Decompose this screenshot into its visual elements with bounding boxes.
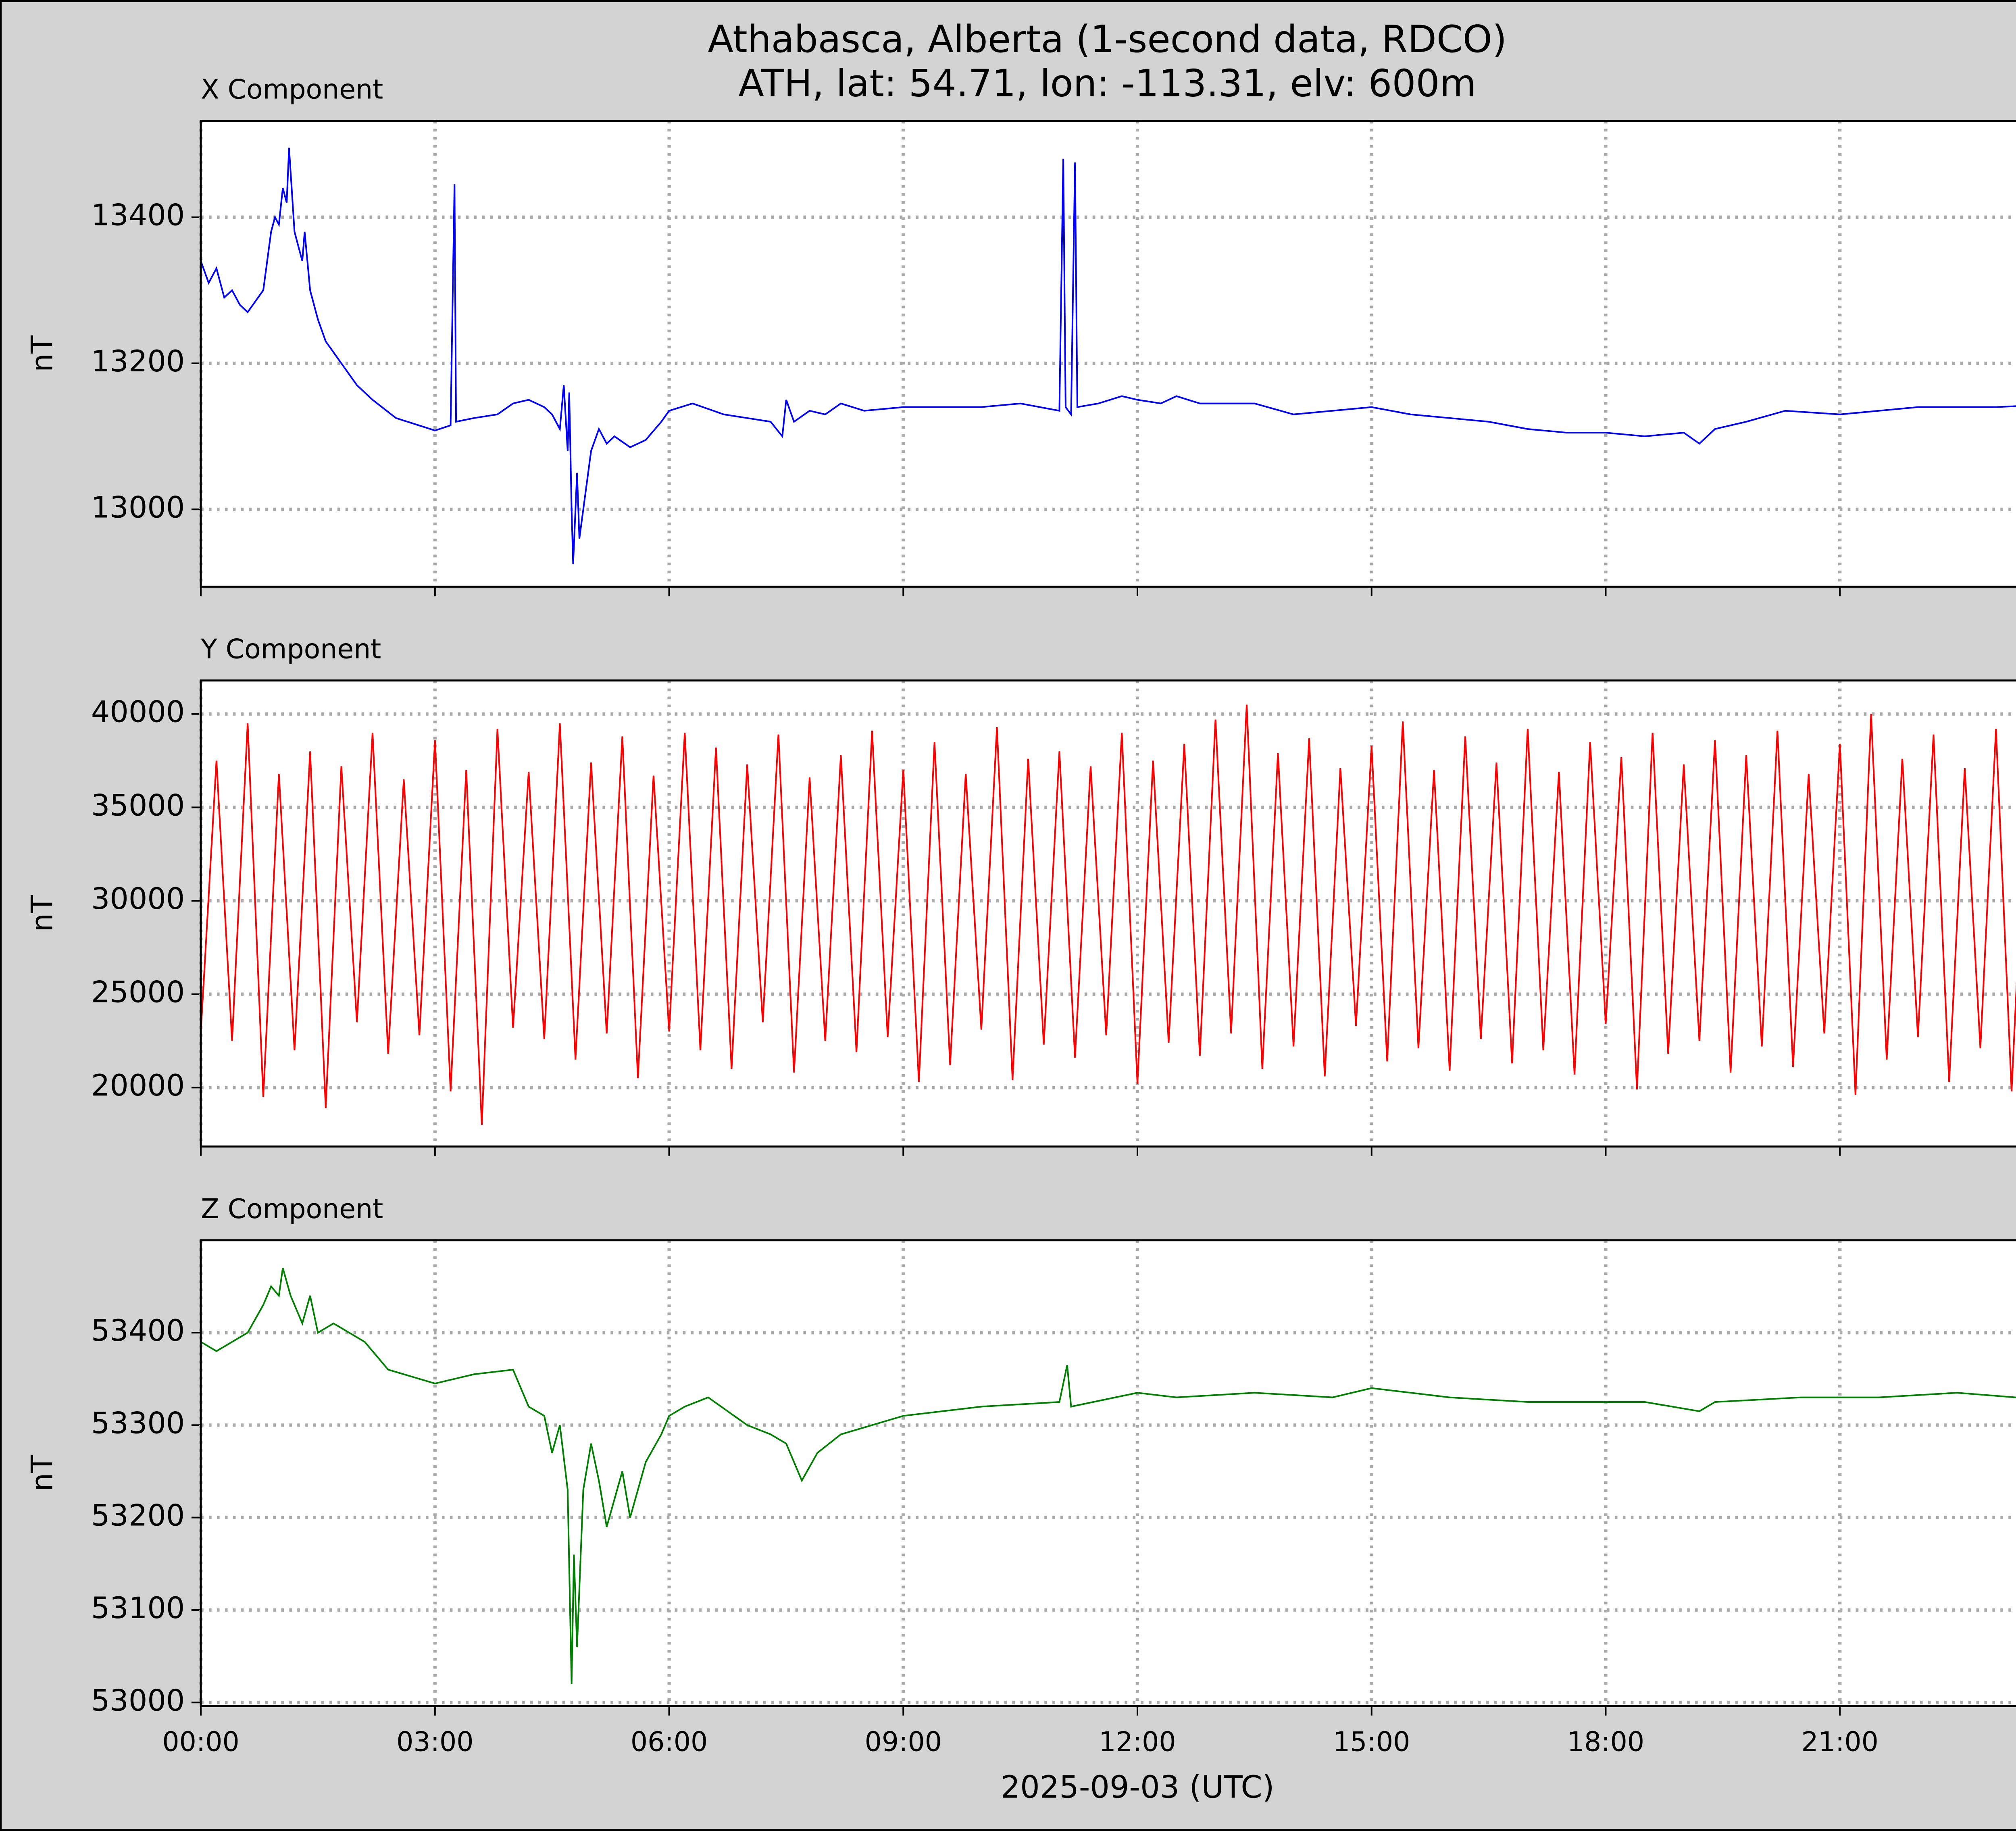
data-line	[200, 1268, 2016, 1684]
x-axis-label: 2025-09-03 (UTC)	[1001, 1769, 1275, 1805]
y-axis-label: nT	[25, 335, 60, 372]
panel-title: X Component	[201, 74, 383, 105]
y-tick-label: 53200	[91, 1499, 185, 1533]
x-tick-label: 15:00	[1333, 1726, 1410, 1757]
x-tick-label: 12:00	[1099, 1726, 1176, 1757]
x-tick-label: 21:00	[1801, 1726, 1878, 1757]
y-axis-label: nT	[25, 895, 60, 932]
x-tick-label: 06:00	[631, 1726, 708, 1757]
figure-subtitle: ATH, lat: 54.71, lon: -113.31, elv: 600m	[738, 62, 1476, 105]
x-tick-label: 00:00	[162, 1726, 239, 1757]
data-line	[200, 704, 2016, 1125]
plot-frame	[200, 1239, 2016, 1707]
y-axis-label: nT	[25, 1455, 60, 1491]
y-tick-label: 30000	[91, 882, 185, 916]
x-tick-label: 18:00	[1567, 1726, 1644, 1757]
y-tick-label: 13400	[91, 198, 185, 233]
panel-title: Y Component	[200, 633, 381, 665]
panel-title: Z Component	[201, 1193, 383, 1225]
plot-area	[201, 1240, 2016, 1706]
x-tick-label: 03:00	[396, 1726, 473, 1757]
plot-area	[201, 121, 2016, 587]
y-tick-label: 53300	[91, 1406, 185, 1440]
y-tick-label: 13200	[91, 344, 185, 379]
data-line	[200, 148, 2016, 565]
y-tick-label: 20000	[91, 1069, 185, 1103]
x-tick-label: 09:00	[865, 1726, 942, 1757]
y-tick-label: 40000	[91, 695, 185, 729]
y-tick-label: 13000	[91, 490, 185, 525]
plot-frame	[200, 120, 2016, 588]
y-tick-label: 35000	[91, 788, 185, 823]
y-tick-label: 25000	[91, 975, 185, 1010]
y-tick-label: 53000	[91, 1683, 185, 1718]
plot-frame	[200, 679, 2016, 1148]
y-tick-label: 53400	[91, 1314, 185, 1348]
y-tick-label: 53100	[91, 1591, 185, 1625]
figure-title: Athabasca, Alberta (1-second data, RDCO)	[708, 17, 1507, 61]
